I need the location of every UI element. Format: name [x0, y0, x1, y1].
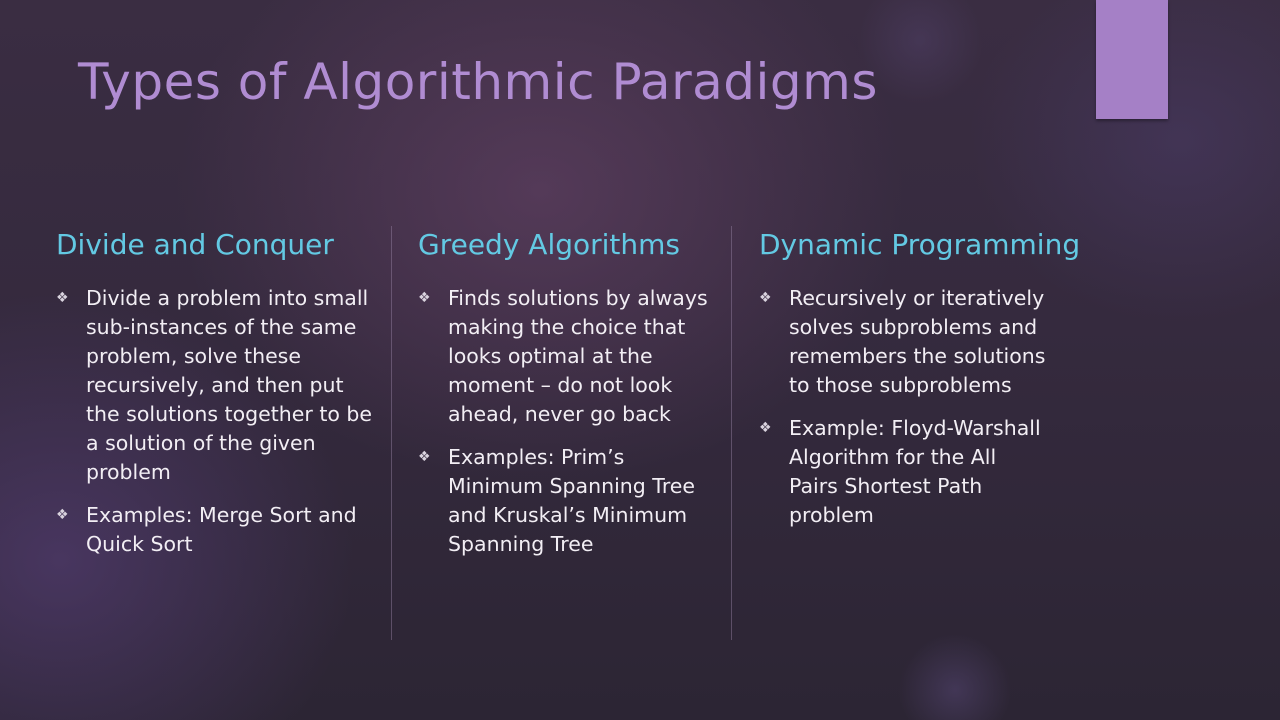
- column-heading: Dynamic Programming: [759, 228, 1081, 261]
- diamond-bullet-icon: ❖: [759, 420, 772, 436]
- bullet-list: ❖ Divide a problem into small sub-instan…: [56, 284, 376, 559]
- column-dynamic-programming: Dynamic Programming ❖ Recursively or ite…: [759, 226, 1139, 544]
- column-heading: Greedy Algorithms: [418, 228, 681, 261]
- bullet-item: ❖ Examples: Merge Sort and Quick Sort: [56, 501, 378, 559]
- column-divide-and-conquer: Divide and Conquer ❖ Divide a problem in…: [56, 226, 376, 573]
- bullet-text: Examples: Prim’s Minimum Spanning Tree a…: [448, 445, 696, 556]
- bullet-item: ❖ Finds solutions by always making the c…: [418, 284, 720, 429]
- slide-title: Types of Algorithmic Paradigms: [78, 53, 878, 111]
- bullet-text: Finds solutions by always making the cho…: [448, 286, 708, 426]
- diamond-bullet-icon: ❖: [56, 290, 69, 306]
- bullet-item: ❖ Examples: Prim’s Minimum Spanning Tree…: [418, 443, 720, 559]
- bullet-item: ❖ Recursively or iteratively solves subp…: [759, 284, 1049, 400]
- diamond-bullet-icon: ❖: [759, 290, 772, 306]
- bullet-text: Examples: Merge Sort and Quick Sort: [86, 503, 357, 556]
- diamond-bullet-icon: ❖: [56, 507, 69, 523]
- bullet-text: Divide a problem into small sub-instance…: [86, 286, 373, 484]
- accent-bar: [1096, 0, 1168, 119]
- column-divider: [731, 226, 732, 640]
- bullet-text: Recursively or iteratively solves subpro…: [789, 286, 1046, 397]
- column-heading: Divide and Conquer: [56, 228, 334, 261]
- column-greedy-algorithms: Greedy Algorithms ❖ Finds solutions by a…: [418, 226, 718, 573]
- diamond-bullet-icon: ❖: [418, 290, 431, 306]
- bullet-text: Example: Floyd-Warshall Algorithm for th…: [789, 416, 1041, 527]
- column-divider: [391, 226, 392, 640]
- bullet-item: ❖ Divide a problem into small sub-instan…: [56, 284, 378, 487]
- diamond-bullet-icon: ❖: [418, 449, 431, 465]
- bullet-list: ❖ Recursively or iteratively solves subp…: [759, 284, 1139, 530]
- bullet-item: ❖ Example: Floyd-Warshall Algorithm for …: [759, 414, 1049, 530]
- bullet-list: ❖ Finds solutions by always making the c…: [418, 284, 718, 559]
